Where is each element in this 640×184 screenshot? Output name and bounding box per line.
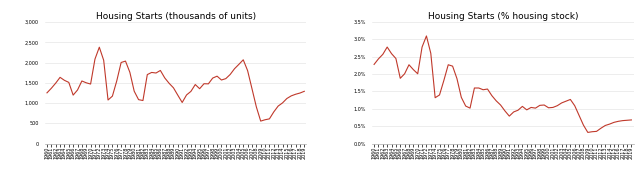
Title: Housing Starts (% housing stock): Housing Starts (% housing stock) [428,12,578,21]
Title: Housing Starts (thousands of units): Housing Starts (thousands of units) [95,12,256,21]
